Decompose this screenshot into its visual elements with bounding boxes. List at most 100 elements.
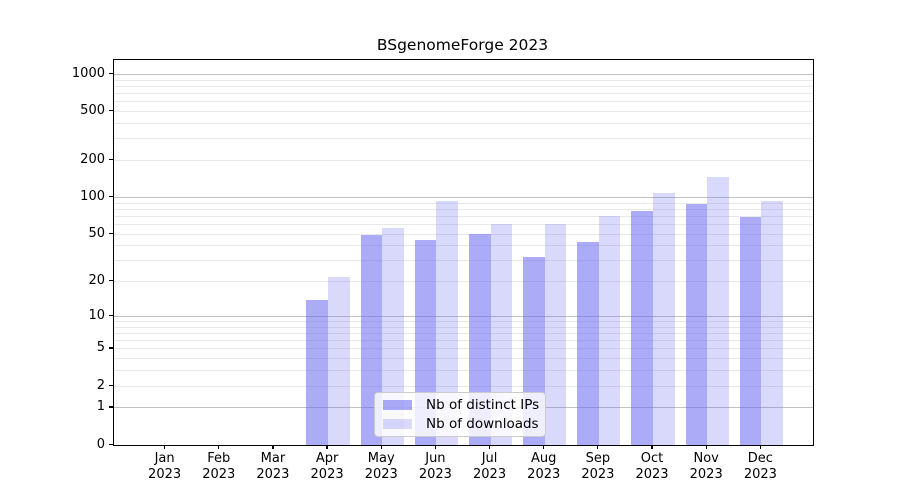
x-tick-label: Dec 2023	[728, 451, 792, 482]
x-tick-year: 2023	[148, 466, 182, 482]
downloads-swatch	[383, 418, 412, 429]
y-tick-label: 2	[96, 377, 105, 393]
y-tick-mark	[109, 384, 113, 386]
y-tick-label: 1000	[71, 65, 105, 81]
x-tick-label: Aug 2023	[512, 451, 576, 482]
minor-gridline	[114, 326, 813, 328]
y-tick-mark	[109, 347, 113, 349]
minor-gridline	[114, 223, 813, 225]
y-tick-label: 200	[80, 152, 105, 168]
bar-downloads	[653, 193, 675, 445]
y-tick-label: 0	[96, 436, 105, 452]
x-tick-year: 2023	[256, 466, 290, 482]
y-tick-mark	[109, 280, 113, 282]
x-tick-year: 2023	[418, 466, 452, 482]
minor-gridline	[114, 101, 813, 103]
minor-gridline	[114, 320, 813, 322]
x-tick-year: 2023	[581, 466, 615, 482]
chart-title: BSgenomeForge 2023	[376, 36, 549, 54]
x-tick-label: Sep 2023	[566, 451, 630, 482]
y-tick-label: 100	[80, 188, 105, 204]
x-tick-month: Nov	[693, 451, 719, 466]
bar-downloads	[436, 200, 458, 445]
x-tick-year: 2023	[689, 466, 723, 482]
y-tick-mark	[109, 110, 113, 112]
x-tick-year: 2023	[527, 466, 561, 482]
minor-gridline	[114, 85, 813, 87]
y-tick-mark	[109, 314, 113, 317]
bar-downloads	[598, 216, 621, 445]
x-tick-mark	[597, 445, 599, 449]
distinct-ips-swatch	[383, 400, 412, 411]
bar-distinct-ips	[306, 299, 329, 445]
x-tick-year: 2023	[473, 466, 507, 482]
x-tick-year: 2023	[310, 466, 344, 482]
bar-distinct-ips	[577, 242, 599, 445]
bar-distinct-ips	[739, 217, 762, 445]
x-tick-mark	[434, 445, 436, 449]
y-tick-mark	[109, 406, 113, 408]
x-tick-mark	[272, 445, 274, 449]
plot-area	[113, 59, 814, 446]
bar-distinct-ips	[631, 210, 654, 445]
x-tick-month: Jan	[154, 451, 175, 466]
minor-gridline	[114, 79, 813, 81]
minor-gridline	[114, 138, 813, 140]
bar-downloads	[761, 200, 783, 445]
x-tick-label: Apr 2023	[295, 451, 359, 482]
x-tick-month: Apr	[315, 451, 339, 466]
minor-gridline	[114, 340, 813, 342]
x-tick-label: Jul 2023	[458, 451, 522, 482]
minor-gridline	[114, 385, 813, 387]
bar-downloads	[544, 223, 567, 445]
x-tick-month: Aug	[531, 451, 557, 466]
y-tick-mark	[109, 159, 113, 161]
x-tick-month: May	[367, 451, 395, 466]
y-tick-mark	[109, 232, 113, 234]
x-tick-month: Feb	[207, 451, 231, 466]
minor-gridline	[114, 160, 813, 162]
legend-label-downloads: Nb of downloads	[426, 415, 539, 432]
bar-distinct-ips	[685, 203, 708, 445]
x-tick-month: Sep	[585, 451, 611, 466]
minor-gridline	[114, 233, 813, 235]
y-tick-mark	[109, 195, 113, 198]
major-gridline	[114, 73, 813, 75]
x-tick-mark	[380, 445, 382, 449]
x-tick-label: Nov 2023	[674, 451, 738, 482]
legend-label-distinct-ips: Nb of distinct IPs	[426, 397, 540, 414]
bar-downloads	[490, 224, 513, 445]
bar-downloads	[382, 228, 404, 445]
x-tick-label: Oct 2023	[620, 451, 684, 482]
x-tick-mark	[164, 445, 166, 449]
minor-gridline	[114, 202, 813, 204]
y-tick-label: 5	[96, 340, 105, 356]
minor-gridline	[114, 93, 813, 95]
legend: Nb of distinct IPs Nb of downloads	[374, 392, 546, 437]
major-gridline	[114, 196, 813, 198]
y-tick-label: 20	[88, 273, 105, 289]
y-tick-mark	[109, 72, 113, 75]
x-tick-year: 2023	[202, 466, 236, 482]
y-tick-label: 500	[80, 103, 105, 119]
x-tick-month: Dec	[747, 451, 773, 466]
x-tick-year: 2023	[635, 466, 669, 482]
minor-gridline	[114, 111, 813, 113]
minor-gridline	[114, 281, 813, 283]
bar-downloads	[707, 177, 729, 445]
x-tick-mark	[759, 445, 761, 449]
minor-gridline	[114, 370, 813, 372]
y-tick-label: 50	[88, 225, 105, 241]
x-tick-label: Jan 2023	[133, 451, 197, 482]
x-tick-mark	[488, 445, 491, 449]
x-tick-year: 2023	[743, 466, 777, 482]
minor-gridline	[114, 348, 813, 350]
x-tick-month: Oct	[640, 451, 664, 466]
y-tick-label: 1	[96, 399, 105, 415]
x-tick-mark	[651, 445, 653, 449]
minor-gridline	[114, 358, 813, 360]
x-tick-month: Jul	[481, 451, 498, 466]
minor-gridline	[114, 245, 813, 247]
bar-downloads	[328, 276, 350, 445]
